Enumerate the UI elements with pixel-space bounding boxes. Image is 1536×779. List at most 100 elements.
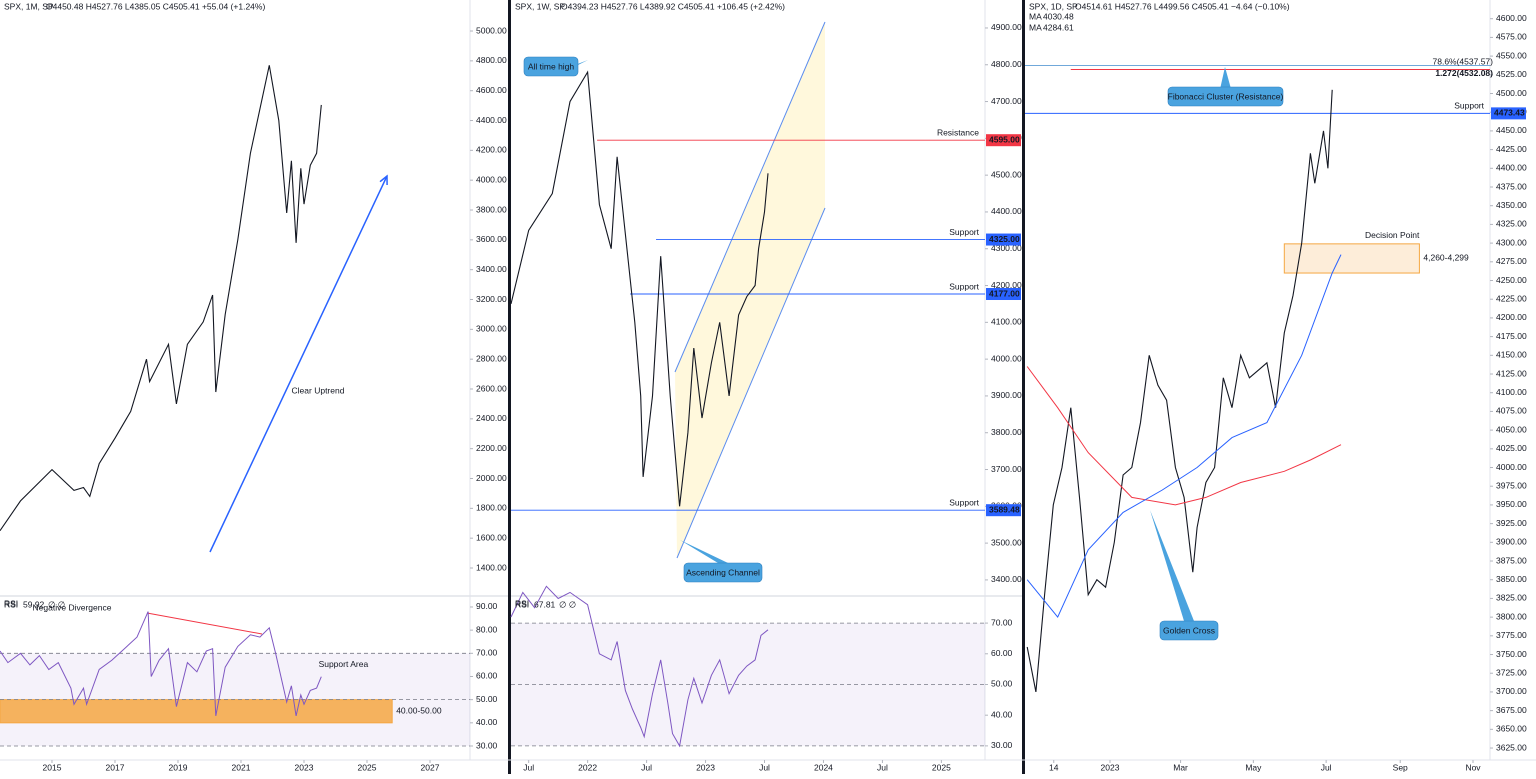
legend-value: 59.92 <box>23 599 45 609</box>
x-tick-label: 2023 <box>295 762 314 772</box>
y-tick-label: 60.00 <box>476 671 498 681</box>
y-tick-label: 4025.00 <box>1496 443 1527 453</box>
level-tag-label: 4595.00 <box>989 134 1020 144</box>
y-tick-label: 2400.00 <box>476 413 507 423</box>
y-tick-label: 4075.00 <box>1496 406 1527 416</box>
y-tick-label: 3700.00 <box>991 464 1022 474</box>
trend-line <box>146 612 263 635</box>
y-tick-label: 1600.00 <box>476 532 507 542</box>
y-tick-label: 3800.00 <box>1496 611 1527 621</box>
y-tick-label: 3800.00 <box>991 427 1022 437</box>
ohlc-info: O4514.61 H4527.76 L4499.56 C4505.41 −4.6… <box>1075 1 1290 11</box>
callout-text: Fibonacci Cluster (Resistance) <box>1168 91 1284 101</box>
x-tick-label: Jul <box>523 762 534 772</box>
x-tick-label: Mar <box>1173 762 1188 772</box>
level-tag <box>1491 107 1526 120</box>
y-tick-label: 4375.00 <box>1496 181 1527 191</box>
annotation: Clear Uptrend <box>292 385 345 395</box>
channel-fill <box>675 22 825 558</box>
legend-name: MA <box>1029 11 1042 21</box>
y-tick-label: 4300.00 <box>1496 237 1527 247</box>
x-tick-label: May <box>1245 762 1262 772</box>
y-tick-label: 4175.00 <box>1496 331 1527 341</box>
y-tick-label: 80.00 <box>476 624 498 634</box>
level-tag-label: 3589.48 <box>989 504 1020 514</box>
rsi-extra: ∅ ∅ <box>48 599 66 609</box>
level-name: Support <box>949 497 979 507</box>
y-tick-label: 4500.00 <box>991 169 1022 179</box>
y-tick-label: 3825.00 <box>1496 593 1527 603</box>
price-line <box>510 70 769 507</box>
chart-header: SPX, 1M, SP <box>4 1 54 11</box>
y-tick-label: 3400.00 <box>991 574 1022 584</box>
y-tick-label: 3400.00 <box>476 264 507 274</box>
y-tick-label: 3700.00 <box>1496 686 1527 696</box>
callout-text: Ascending Channel <box>686 567 760 577</box>
x-tick-label: 2015 <box>43 762 62 772</box>
y-tick-label: 4600.00 <box>476 85 507 95</box>
y-tick-label: 4325.00 <box>1496 219 1527 229</box>
legend-name: RSI <box>515 599 529 609</box>
level-label: 1.272(4532.08) <box>1435 68 1493 78</box>
y-tick-label: 4300.00 <box>991 243 1022 253</box>
y-tick-label: 3600.00 <box>476 234 507 244</box>
y-tick-label: 3750.00 <box>1496 649 1527 659</box>
y-tick-label: 2600.00 <box>476 383 507 393</box>
y-tick-label: 3900.00 <box>991 390 1022 400</box>
y-tick-label: 4525.00 <box>1496 69 1527 79</box>
y-tick-label: 4400.00 <box>1496 163 1527 173</box>
indicator-line <box>1026 254 1342 619</box>
x-tick-label: 2021 <box>232 762 251 772</box>
y-tick-label: 3800.00 <box>476 204 507 214</box>
trend-line <box>674 21 826 373</box>
chart-header: RSI <box>4 598 18 608</box>
callout-pointer <box>1220 67 1231 87</box>
callout-text: Golden Cross <box>1163 625 1215 635</box>
y-tick-label: 3650.00 <box>1496 724 1527 734</box>
y-tick-label: 4400.00 <box>476 115 507 125</box>
y-tick-label: 4000.00 <box>1496 462 1527 472</box>
level-tag-label: 4325.00 <box>989 234 1020 244</box>
x-tick-label: 2023 <box>1101 762 1120 772</box>
y-tick-label: 3900.00 <box>1496 537 1527 547</box>
x-tick-label: 2017 <box>106 762 125 772</box>
ohlc-info: O4394.23 H4527.76 L4389.92 C4505.41 +106… <box>561 1 785 11</box>
y-tick-label: 3625.00 <box>1496 742 1527 752</box>
y-tick-label: 4225.00 <box>1496 293 1527 303</box>
y-tick-label: 4200.00 <box>1496 312 1527 322</box>
level-label: 78.6%(4537.57) <box>1433 57 1494 67</box>
y-tick-label: 70.00 <box>991 617 1013 627</box>
callout-box <box>523 56 579 77</box>
y-tick-label: 4600.00 <box>1496 13 1527 23</box>
indicator-line <box>1026 366 1342 506</box>
y-tick-label: 3500.00 <box>991 537 1022 547</box>
x-tick-label: 2027 <box>421 762 440 772</box>
y-tick-label: 3850.00 <box>1496 574 1527 584</box>
y-tick-label: 40.00 <box>476 717 498 727</box>
level-tag <box>986 134 1021 147</box>
y-tick-label: 4200.00 <box>991 280 1022 290</box>
y-tick-label: 4400.00 <box>991 206 1022 216</box>
x-tick-label: Nov <box>1465 762 1481 772</box>
y-tick-label: 90.00 <box>476 601 498 611</box>
y-tick-label: 40.00 <box>991 709 1013 719</box>
price-line <box>0 65 322 532</box>
legend-name: MA <box>1029 22 1042 32</box>
chart-header: RSI <box>515 598 529 608</box>
y-tick-label: 4250.00 <box>1496 275 1527 285</box>
panel-divider <box>508 0 511 774</box>
y-tick-label: 3000.00 <box>476 324 507 334</box>
y-tick-label: 30.00 <box>991 740 1013 750</box>
level-name: Resistance <box>937 127 979 137</box>
indicator-line <box>0 611 322 717</box>
x-tick-label: Jul <box>1321 762 1332 772</box>
zone-name: Decision Point <box>1365 230 1420 240</box>
zone <box>0 699 393 724</box>
y-tick-label: 4800.00 <box>991 59 1022 69</box>
x-tick-label: 2024 <box>814 762 833 772</box>
rsi-extra: ∅ ∅ <box>559 599 577 609</box>
y-tick-label: 4050.00 <box>1496 424 1527 434</box>
zone <box>1283 243 1420 274</box>
y-tick-label: 4200.00 <box>476 145 507 155</box>
y-tick-label: 2200.00 <box>476 443 507 453</box>
